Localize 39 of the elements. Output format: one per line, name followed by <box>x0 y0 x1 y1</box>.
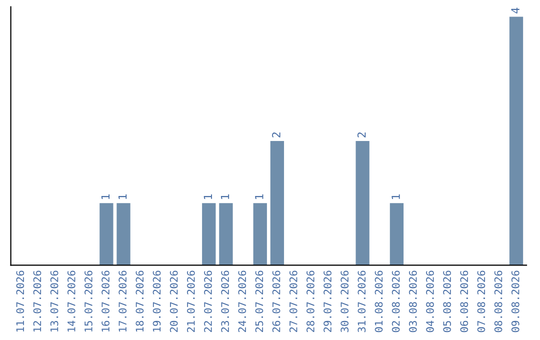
data-label: 2 <box>357 132 366 138</box>
x-tick-label: 01.08.2026 <box>374 270 383 332</box>
x-tick-label: 28.07.2026 <box>306 270 314 332</box>
x-tick-label: 16.07.2026 <box>102 270 110 332</box>
x-tick-label: 15.07.2026 <box>84 270 92 332</box>
x-tick-label: 27.07.2026 <box>289 270 298 332</box>
x-tick-label: 22.07.2026 <box>204 270 212 332</box>
x-tick-label: 05.08.2026 <box>443 270 451 332</box>
x-tick-label: 08.08.2026 <box>494 270 502 332</box>
x-tick-label: 18.07.2026 <box>136 270 144 332</box>
x-tick-label: 23.07.2026 <box>221 270 230 332</box>
x-tick-label: 17.07.2026 <box>118 270 127 332</box>
x-tick-label: 06.08.2026 <box>460 270 468 332</box>
x-tick-label: 31.07.2026 <box>358 270 366 332</box>
data-label: 1 <box>118 194 127 199</box>
x-tick-label: 12.07.2026 <box>33 270 42 332</box>
x-tick-label: 13.07.2026 <box>50 270 58 332</box>
x-tick-label: 04.08.2026 <box>426 270 434 332</box>
x-tick-label: 19.07.2026 <box>152 270 161 332</box>
data-label: 1 <box>220 194 230 199</box>
x-tick-label: 03.08.2026 <box>408 270 417 332</box>
data-label: 1 <box>204 194 212 199</box>
data-label: 2 <box>272 132 280 138</box>
data-label: 1 <box>255 194 264 199</box>
data-label: 1 <box>392 194 400 199</box>
x-tick-label: 26.07.2026 <box>272 270 280 332</box>
x-tick-label: 09.08.2026 <box>511 270 520 332</box>
x-tick-label: 24.07.2026 <box>238 270 246 332</box>
x-tick-label: 07.08.2026 <box>477 270 486 332</box>
x-tick-label: 21.07.2026 <box>186 270 195 332</box>
x-tick-label: 20.07.2026 <box>170 270 178 332</box>
data-label: 1 <box>101 194 110 199</box>
x-tick-label: 30.07.2026 <box>340 270 349 332</box>
x-tick-label: 11.07.2026 <box>16 270 24 332</box>
x-tick-label: 02.08.2026 <box>392 270 400 332</box>
x-tick-label: 29.07.2026 <box>324 270 332 332</box>
data-label: 4 <box>511 8 520 14</box>
x-tick-label: 25.07.2026 <box>255 270 264 332</box>
x-tick-label: 14.07.2026 <box>67 270 76 332</box>
